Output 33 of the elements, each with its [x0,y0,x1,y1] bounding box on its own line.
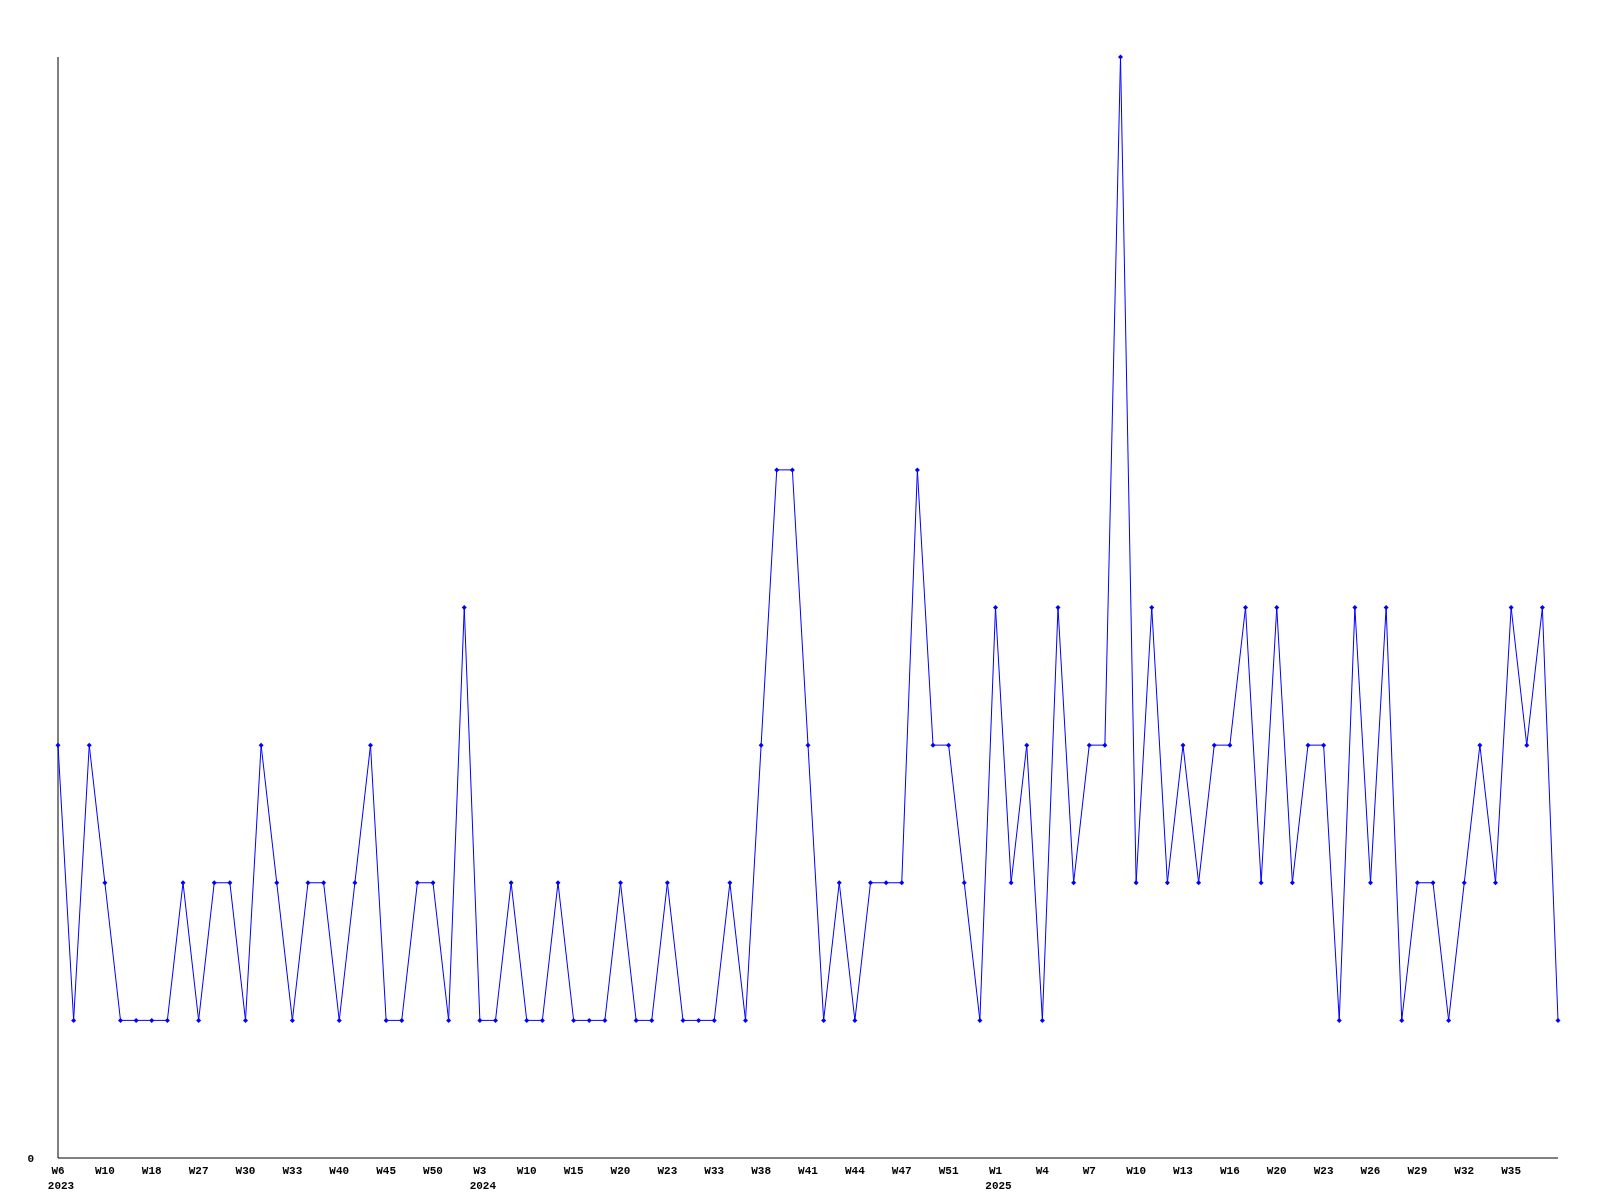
x-tick-label: W15 [563,1165,584,1177]
x-tick-label: W27 [188,1165,209,1177]
x-tick-label: W6 2023 [47,1165,75,1192]
x-tick-label: W1 2025 [985,1165,1013,1192]
x-tick-label: W3 2024 [469,1165,497,1192]
x-tick-label: W10 [94,1165,115,1177]
x-tick-label: W51 [938,1165,959,1177]
x-tick-label: W26 [1360,1165,1381,1177]
x-tick-label: W40 [329,1165,350,1177]
x-tick-label: W20 [1266,1165,1287,1177]
x-tick-label: W33 [282,1165,303,1177]
x-tick-label: W16 [1219,1165,1240,1177]
x-tick-label: W38 [751,1165,772,1177]
x-tick-label: W20 [610,1165,631,1177]
x-tick-label: W10 [516,1165,537,1177]
x-tick-label: W44 [844,1165,866,1177]
x-tick-label: W23 [1313,1165,1334,1177]
x-tick-label: W29 [1407,1165,1428,1177]
text: 0 [27,1153,34,1165]
x-tick-label: W23 [657,1165,678,1177]
x-tick-label: W10 [1126,1165,1147,1177]
x-tick-label: W4 [1035,1165,1050,1177]
x-tick-label: W50 [423,1165,443,1177]
x-tick-label: W45 [376,1165,397,1177]
x-tick-label: W41 [798,1165,819,1177]
x-tick-label: W47 [891,1165,912,1177]
x-tick-label: W18 [141,1165,163,1177]
x-tick-label: W13 [1173,1165,1194,1177]
x-tick-label: W30 [235,1165,256,1177]
x-tick-label: W33 [704,1165,725,1177]
x-tick-label: W7 [1082,1165,1096,1177]
x-tick-label: W32 [1454,1165,1475,1177]
x-tick-label: W35 [1501,1165,1522,1177]
